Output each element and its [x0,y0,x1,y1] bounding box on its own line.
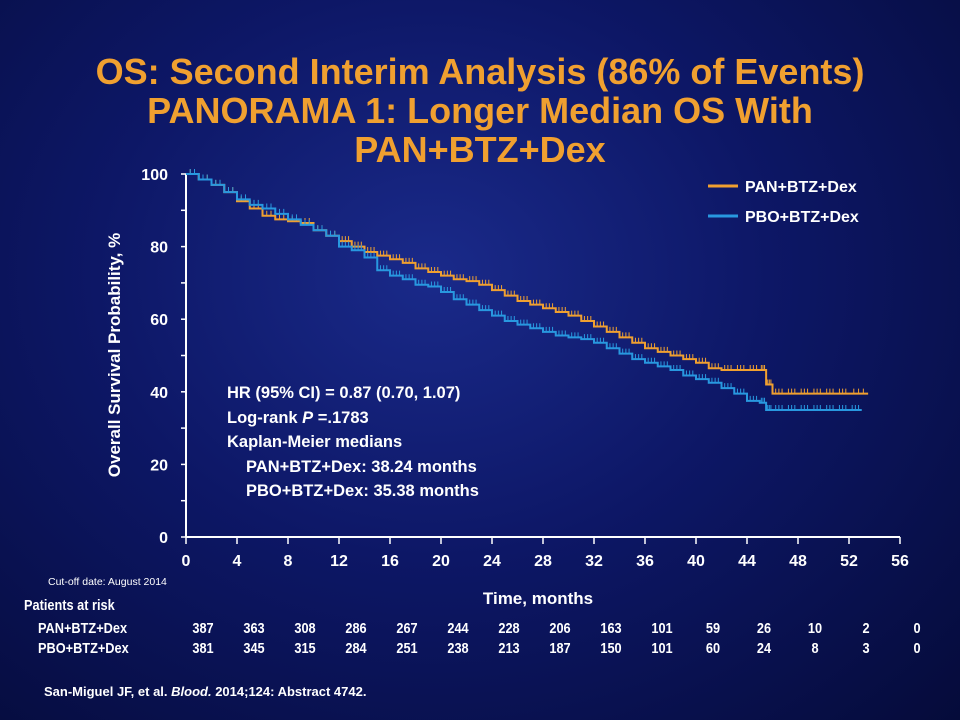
risk-cell: 251 [396,640,418,657]
risk-cell: 60 [705,640,721,657]
risk-cell: 10 [807,620,823,637]
x-tick-label: 44 [738,553,756,570]
title-line-1: OS: Second Interim Analysis (86% of Even… [95,51,865,92]
x-tick-label: 52 [840,553,858,570]
x-tick-label: 8 [284,553,293,570]
reference-authors: San-Miguel JF, et al. [44,684,172,699]
risk-cell: 387 [192,620,214,637]
reference-rest: 2014;124: Abstract 4742. [211,684,367,699]
series-line-pan [186,173,869,395]
y-tick-label: 20 [150,457,168,474]
logrank-text: Log-rank P =.1783 [227,406,479,431]
risk-cell: 284 [345,640,367,657]
risk-cell: 2 [862,620,870,637]
pbo-median-text: PBO+BTZ+Dex: 35.38 months [246,482,479,500]
reference-journal: Blood. [171,684,212,699]
risk-cell: 228 [498,620,520,637]
y-tick-label: 60 [150,312,168,329]
x-tick-label: 28 [534,553,552,570]
x-tick-label: 40 [687,553,705,570]
logrank-value: =.1783 [313,408,369,427]
y-tick-label: 40 [150,385,168,402]
km-medians-label: Kaplan-Meier medians [227,433,403,451]
risk-cell: 238 [447,640,469,657]
logrank-p: P [302,408,314,427]
risk-cell: 381 [192,640,214,657]
risk-cell: 3 [862,640,870,657]
x-tick-label: 48 [789,553,807,570]
x-tick-label: 0 [182,553,191,570]
x-tick-label: 12 [330,553,348,570]
risk-cell: 308 [294,620,316,637]
risk-row: PAN+BTZ+Dex 387 363 308 286 267 244 228 206 163 10… [0,620,960,640]
x-tick-label: 20 [432,553,450,570]
risk-cell: 0 [913,640,921,657]
x-tick-label: 32 [585,553,603,570]
legend-label: PBO+BTZ+Dex [745,209,859,226]
risk-cell: 24 [756,640,772,657]
risk-cell: 59 [705,620,721,637]
risk-cell: 363 [243,620,265,637]
risk-cell: 187 [549,640,571,657]
x-tick-label: 24 [483,553,501,570]
x-tick-label: 4 [233,553,242,570]
slide-title: OS: Second Interim Analysis (86% of Even… [0,52,960,169]
risk-cell: 267 [396,620,418,637]
risk-cell: 206 [549,620,571,637]
risk-cell: 101 [651,620,673,637]
risk-cell: 244 [447,620,469,637]
x-tick-label: 36 [636,553,654,570]
risk-cell: 26 [756,620,772,637]
title-line-3: PAN+BTZ+Dex [354,129,606,170]
censor-ticks-pbo [189,169,860,410]
risk-row-label: PAN+BTZ+Dex [38,620,128,637]
y-tick-label: 100 [141,167,168,184]
risk-cell: 163 [600,620,622,637]
risk-cell: 286 [345,620,367,637]
hr-text: HR (95% CI) = 0.87 (0.70, 1.07) [227,384,461,402]
risk-cell: 345 [243,640,265,657]
risk-cell: 0 [913,620,921,637]
logrank-prefix: Log-rank [227,408,303,427]
x-tick-label: 16 [381,553,399,570]
risk-table-title: Patients at risk [24,597,115,614]
reference: San-Miguel JF, et al. Blood. 2014;124: A… [44,684,366,699]
title-line-2: PANORAMA 1: Longer Median OS With [147,90,813,131]
cutoff-date: Cut-off date: August 2014 [48,576,167,588]
legend-label: PAN+BTZ+Dex [745,179,857,196]
risk-cell: 213 [498,640,520,657]
risk-cell: 315 [294,640,316,657]
risk-cell: 150 [600,640,622,657]
x-axis-label: Time, months [483,589,593,608]
y-tick-label: 80 [150,240,168,257]
risk-row: PBO+BTZ+Dex 381 345 315 284 251 238 213 187 150 10… [0,640,960,660]
y-tick-label: 0 [159,530,168,547]
x-tick-label: 56 [891,553,909,570]
censor-ticks-pan [189,169,864,394]
risk-row-label: PBO+BTZ+Dex [38,640,129,657]
pan-median-text: PAN+BTZ+Dex: 38.24 months [246,457,477,476]
risk-cell: 8 [811,640,819,657]
stats-box: HR (95% CI) = 0.87 (0.70, 1.07) Log-rank… [227,381,479,504]
risk-cell: 101 [651,640,673,657]
y-axis-label: Overall Survival Probability, % [105,233,124,477]
